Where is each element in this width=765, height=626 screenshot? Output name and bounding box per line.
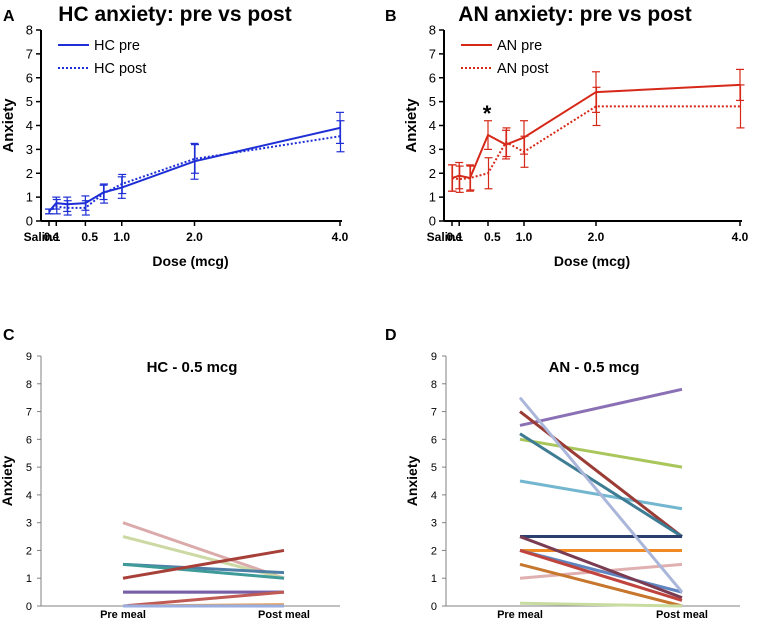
x-axis-label: Dose (mcg): [554, 253, 630, 269]
participant-line: [519, 562, 683, 608]
x-tick-label: Saline: [24, 230, 60, 244]
series-line-dotted: [451, 105, 740, 181]
panel-letter: B: [385, 8, 397, 25]
y-tick-label: 4: [26, 490, 32, 502]
participant-line: [519, 437, 683, 469]
y-tick-label: 9: [431, 351, 437, 363]
panel-letter: A: [3, 8, 15, 25]
y-tick-label: 5: [26, 462, 32, 474]
significance-marker: *: [483, 101, 492, 126]
x-tick-label: Saline: [427, 230, 463, 244]
y-tick-label: 6: [26, 434, 32, 446]
y-axis-label: Anxiety: [0, 98, 17, 153]
y-tick-label: 8: [429, 23, 436, 38]
y-tick-label: 0: [26, 601, 32, 613]
y-tick-label: 3: [431, 518, 437, 530]
panel-title: AN anxiety: pre vs post: [458, 3, 691, 26]
y-tick-label: 8: [26, 379, 32, 391]
y-tick-label: 0: [431, 601, 437, 613]
legend-label: AN post: [497, 61, 549, 77]
y-tick-label: 3: [429, 142, 436, 157]
participant-line: [122, 521, 285, 580]
y-tick-label: 0: [429, 214, 436, 229]
participant-line: [519, 410, 683, 538]
y-tick-label: 2: [26, 166, 33, 181]
y-tick-label: 3: [26, 142, 33, 157]
participant-line: [122, 590, 285, 608]
legend-label: AN pre: [497, 38, 542, 54]
panel-title: AN - 0.5 mcg: [549, 359, 640, 376]
panel-letter: D: [385, 327, 397, 344]
x-tick-label: 0.5: [81, 230, 98, 244]
x-category-label: Pre meal: [100, 609, 146, 621]
y-tick-label: 5: [431, 462, 437, 474]
y-tick-label: 7: [26, 46, 33, 61]
y-tick-label: 2: [26, 545, 32, 557]
participant-line: [122, 562, 285, 580]
y-axis-label: Anxiety: [404, 456, 420, 507]
y-tick-label: 9: [26, 351, 32, 363]
x-tick-label: 2.0: [588, 230, 605, 244]
participant-line: [519, 601, 683, 608]
x-category-label: Post meal: [656, 609, 708, 621]
y-tick-label: 2: [431, 545, 437, 557]
participant-line: [519, 432, 683, 538]
y-tick-label: 3: [26, 518, 32, 530]
y-tick-label: 8: [431, 379, 437, 391]
x-tick-label: 4.0: [732, 230, 749, 244]
x-tick-label: 0.1: [447, 230, 464, 244]
series-line-solid: [48, 126, 341, 213]
y-tick-label: 1: [429, 190, 436, 205]
panel-title: HC - 0.5 mcg: [147, 359, 238, 376]
y-tick-label: 5: [26, 94, 33, 109]
legend-label: HC pre: [94, 38, 140, 54]
x-tick-label: 1.0: [516, 230, 533, 244]
x-tick-label: 0.1: [44, 230, 61, 244]
y-tick-label: 8: [26, 23, 33, 38]
y-axis-label: Anxiety: [403, 98, 420, 153]
y-tick-label: 2: [429, 166, 436, 181]
y-tick-label: 1: [431, 573, 437, 585]
y-tick-label: 1: [26, 573, 32, 585]
series-line-dotted: [48, 135, 341, 213]
y-tick-label: 6: [431, 434, 437, 446]
x-category-label: Post meal: [258, 609, 310, 621]
y-tick-label: 6: [429, 70, 436, 85]
series-line-solid: [451, 83, 741, 180]
x-tick-label: 0.5: [484, 230, 501, 244]
participant-line: [519, 549, 683, 602]
participant-line: [518, 396, 684, 594]
y-tick-label: 7: [429, 46, 436, 61]
y-tick-label: 4: [26, 118, 33, 133]
y-tick-label: 7: [431, 407, 437, 419]
x-category-label: Pre meal: [497, 609, 543, 621]
panel-title: HC anxiety: pre vs post: [58, 3, 291, 26]
y-tick-label: 5: [429, 94, 436, 109]
participant-line: [519, 535, 683, 600]
x-tick-label: 2.0: [186, 230, 203, 244]
participant-line: [519, 387, 683, 427]
panel-letter: C: [3, 327, 15, 344]
y-tick-label: 1: [26, 190, 33, 205]
x-tick-label: 1.0: [113, 230, 130, 244]
y-tick-label: 6: [26, 70, 33, 85]
legend-label: HC post: [94, 61, 146, 77]
x-tick-label: 4.0: [332, 230, 349, 244]
y-tick-label: 4: [429, 118, 436, 133]
x-axis-label: Dose (mcg): [152, 253, 228, 269]
participant-line: [122, 548, 285, 580]
y-tick-label: 7: [26, 407, 32, 419]
y-axis-label: Anxiety: [0, 456, 15, 507]
y-tick-label: 0: [26, 214, 33, 229]
y-tick-label: 4: [431, 490, 437, 502]
